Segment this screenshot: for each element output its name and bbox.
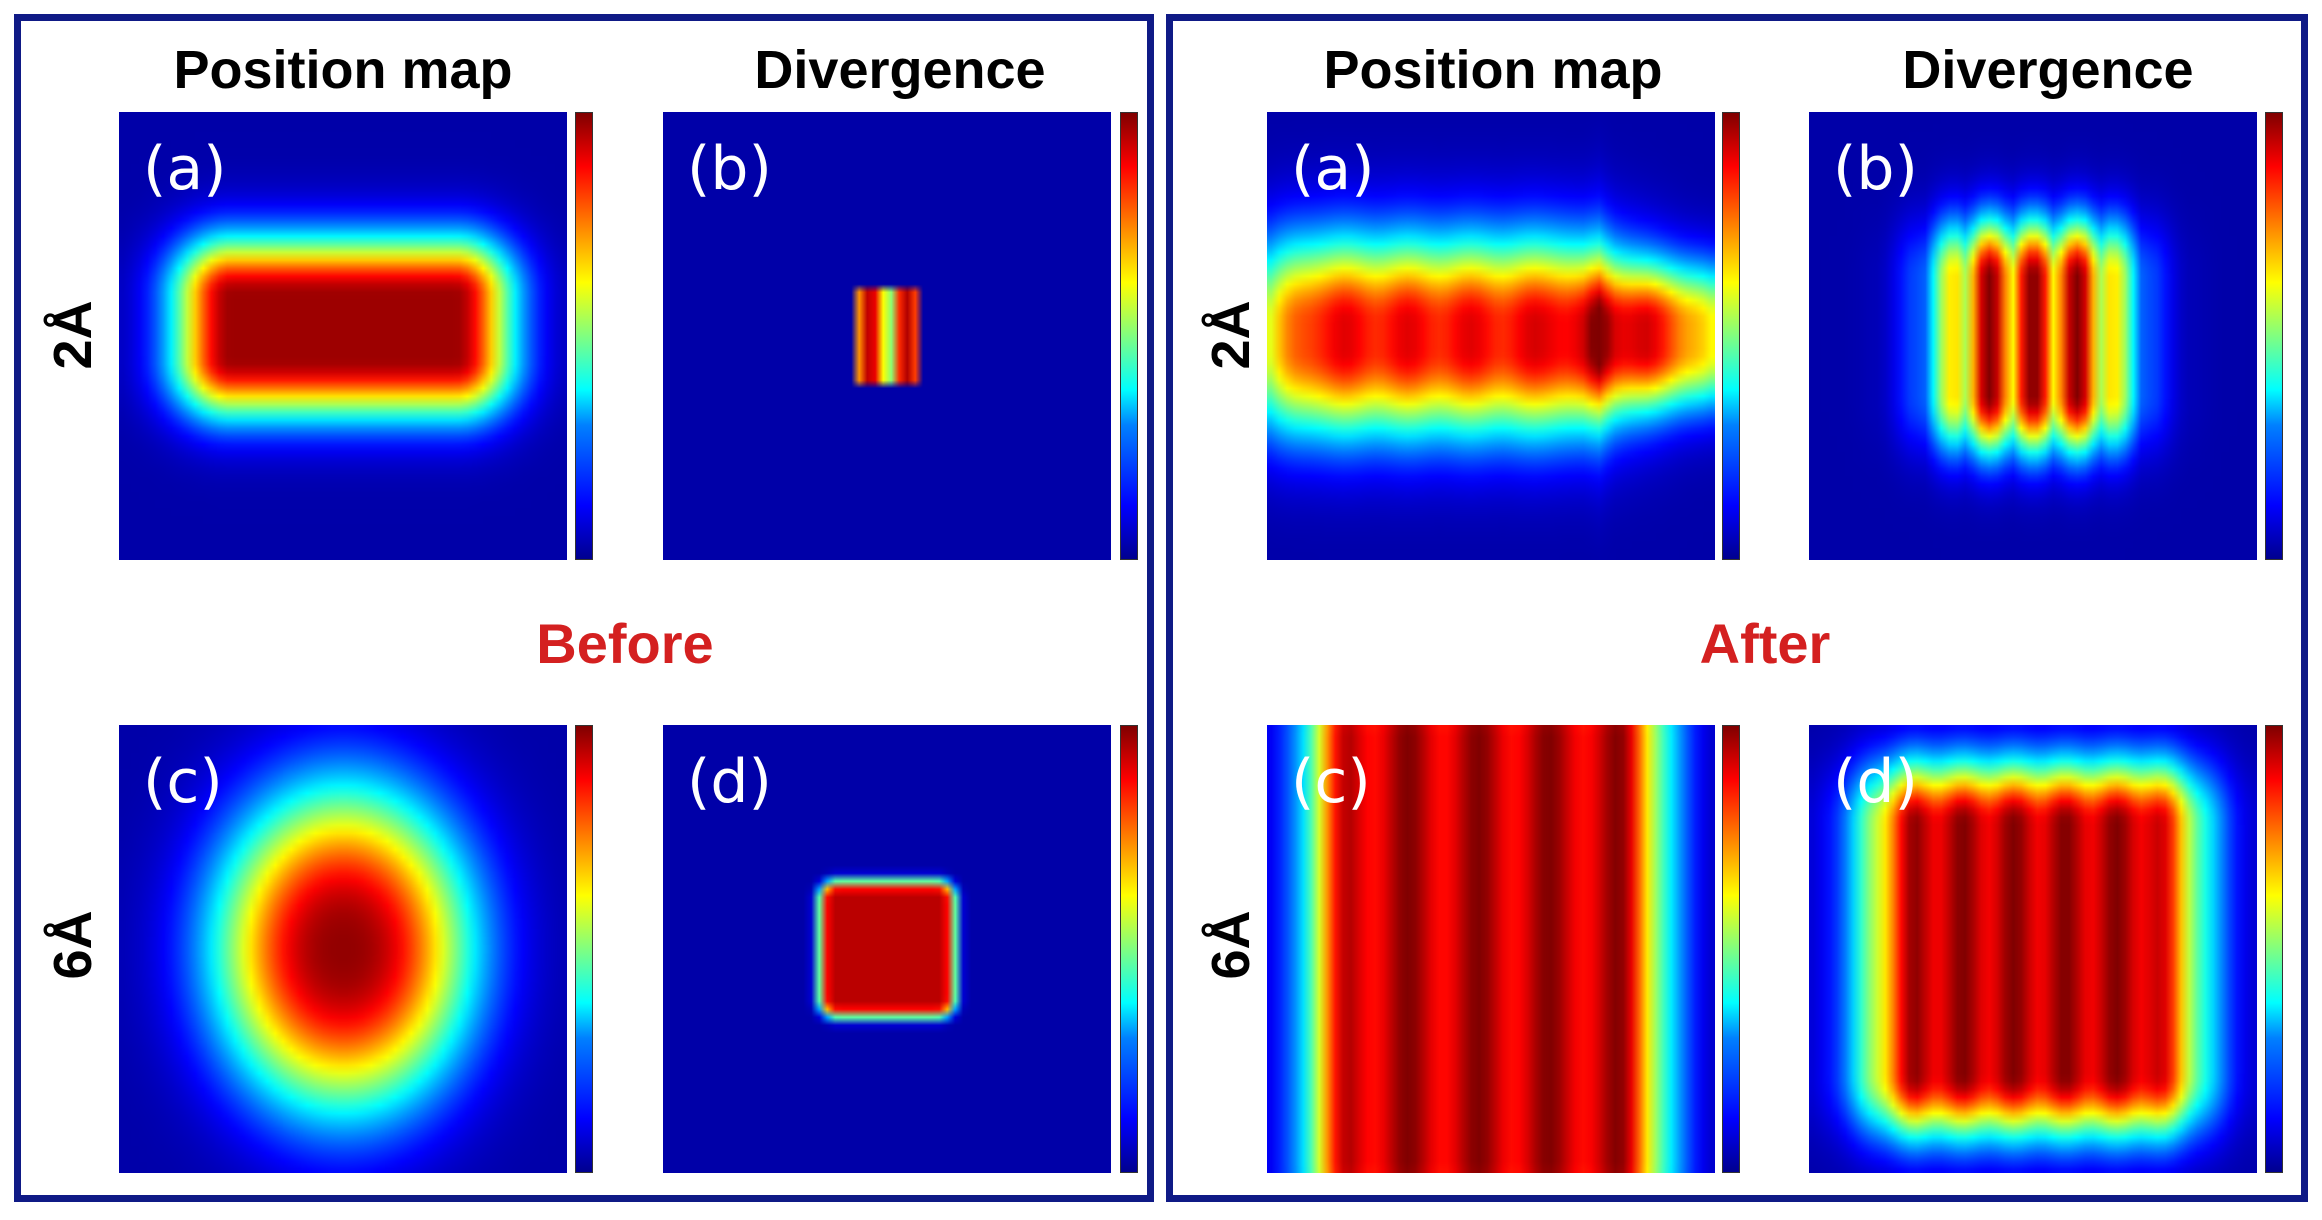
before-position-map-2A: (a): [119, 112, 567, 560]
panel-label-c: (c): [1291, 747, 1371, 817]
before-panel-frame: [14, 14, 1154, 1202]
after-position-map-heading: Position map: [1323, 40, 1663, 100]
after-position-map-2A-heatmap: [1267, 112, 1715, 560]
before-position-map-6A-heatmap: [119, 725, 567, 1173]
before-position-map-6A: (c): [119, 725, 567, 1173]
before-position-map-heading: Position map: [173, 40, 513, 100]
after-row-label-2A: 2Å: [1201, 300, 1261, 370]
colorbar: [1722, 725, 1740, 1173]
after-divergence-6A: (d): [1809, 725, 2257, 1173]
colorbar: [1120, 112, 1138, 560]
panel-label-d: (d): [687, 747, 772, 817]
colorbar: [1722, 112, 1740, 560]
before-divergence-6A-heatmap: [663, 725, 1111, 1173]
before-position-map-2A-heatmap: [119, 112, 567, 560]
panel-label-b: (b): [1833, 134, 1918, 204]
before-divergence-2A-heatmap: [663, 112, 1111, 560]
colorbar: [1120, 725, 1138, 1173]
before-label: Before: [536, 612, 714, 675]
colorbar: [2265, 725, 2283, 1173]
after-label: After: [1699, 612, 1831, 675]
before-divergence-6A: (d): [663, 725, 1111, 1173]
after-position-map-6A: (c): [1267, 725, 1715, 1173]
panel-label-b: (b): [687, 134, 772, 204]
after-divergence-2A: (b): [1809, 112, 2257, 560]
after-position-map-6A-heatmap: [1267, 725, 1715, 1173]
after-divergence-6A-heatmap: [1809, 725, 2257, 1173]
before-row-label-2A: 2Å: [43, 300, 103, 370]
after-panel-frame: [1166, 14, 2308, 1202]
before-divergence-heading: Divergence: [754, 40, 1046, 100]
panel-label-d: (d): [1833, 747, 1918, 817]
panel-label-a: (a): [143, 134, 227, 204]
before-divergence-2A: (b): [663, 112, 1111, 560]
colorbar: [575, 725, 593, 1173]
after-divergence-heading: Divergence: [1902, 40, 2194, 100]
after-divergence-2A-heatmap: [1809, 112, 2257, 560]
after-row-label-6A: 6Å: [1201, 910, 1261, 980]
after-position-map-2A: (a): [1267, 112, 1715, 560]
colorbar: [575, 112, 593, 560]
before-row-label-6A: 6Å: [43, 910, 103, 980]
panel-label-c: (c): [143, 747, 223, 817]
colorbar: [2265, 112, 2283, 560]
panel-label-a: (a): [1291, 134, 1375, 204]
